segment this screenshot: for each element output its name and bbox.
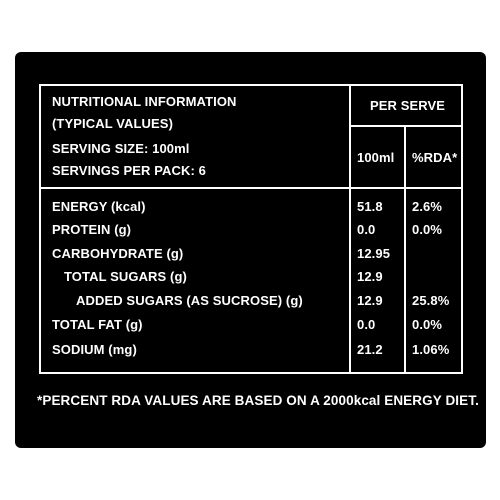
row-label-total-sugars: TOTAL SUGARS (g) — [64, 269, 187, 284]
row-amount-added-sugars: 12.9 — [357, 293, 383, 308]
column-rda-heading: %RDA* — [412, 150, 458, 165]
per-serve-underline — [349, 125, 463, 127]
row-label-protein: PROTEIN (g) — [52, 222, 132, 237]
row-amount-carbohydrate: 12.95 — [357, 246, 391, 261]
nutrition-table — [39, 84, 463, 374]
row-rda-sodium: 1.06% — [412, 342, 450, 357]
column-amount-heading: 100ml — [357, 150, 395, 165]
row-amount-total-sugars: 12.9 — [357, 269, 383, 284]
row-label-energy: ENERGY (kcal) — [52, 199, 146, 214]
row-rda-added-sugars: 25.8% — [412, 293, 450, 308]
serving-size: SERVING SIZE: 100ml — [52, 141, 190, 156]
row-rda-protein: 0.0% — [412, 222, 443, 237]
table-vertical-divider-2 — [404, 126, 406, 374]
row-amount-total-fat: 0.0 — [357, 317, 376, 332]
row-amount-sodium: 21.2 — [357, 342, 383, 357]
row-label-added-sugars: ADDED SUGARS (AS SUCROSE) (g) — [76, 293, 303, 308]
row-rda-energy: 2.6% — [412, 199, 443, 214]
title-line2: (TYPICAL VALUES) — [52, 116, 174, 131]
rda-footnote: *PERCENT RDA VALUES ARE BASED ON A 2000k… — [37, 393, 479, 408]
row-rda-total-fat: 0.0% — [412, 317, 443, 332]
nutrition-label-panel — [15, 52, 486, 448]
row-label-carbohydrate: CARBOHYDRATE (g) — [52, 246, 184, 261]
row-label-sodium: SODIUM (mg) — [52, 342, 137, 357]
row-amount-protein: 0.0 — [357, 222, 376, 237]
row-amount-energy: 51.8 — [357, 199, 383, 214]
per-serve-heading: PER SERVE — [370, 98, 446, 113]
title-line1: NUTRITIONAL INFORMATION — [52, 94, 237, 109]
header-separator — [39, 187, 463, 189]
table-vertical-divider-1 — [349, 84, 351, 374]
row-label-total-fat: TOTAL FAT (g) — [52, 317, 143, 332]
servings-per-pack: SERVINGS PER PACK: 6 — [52, 163, 206, 178]
